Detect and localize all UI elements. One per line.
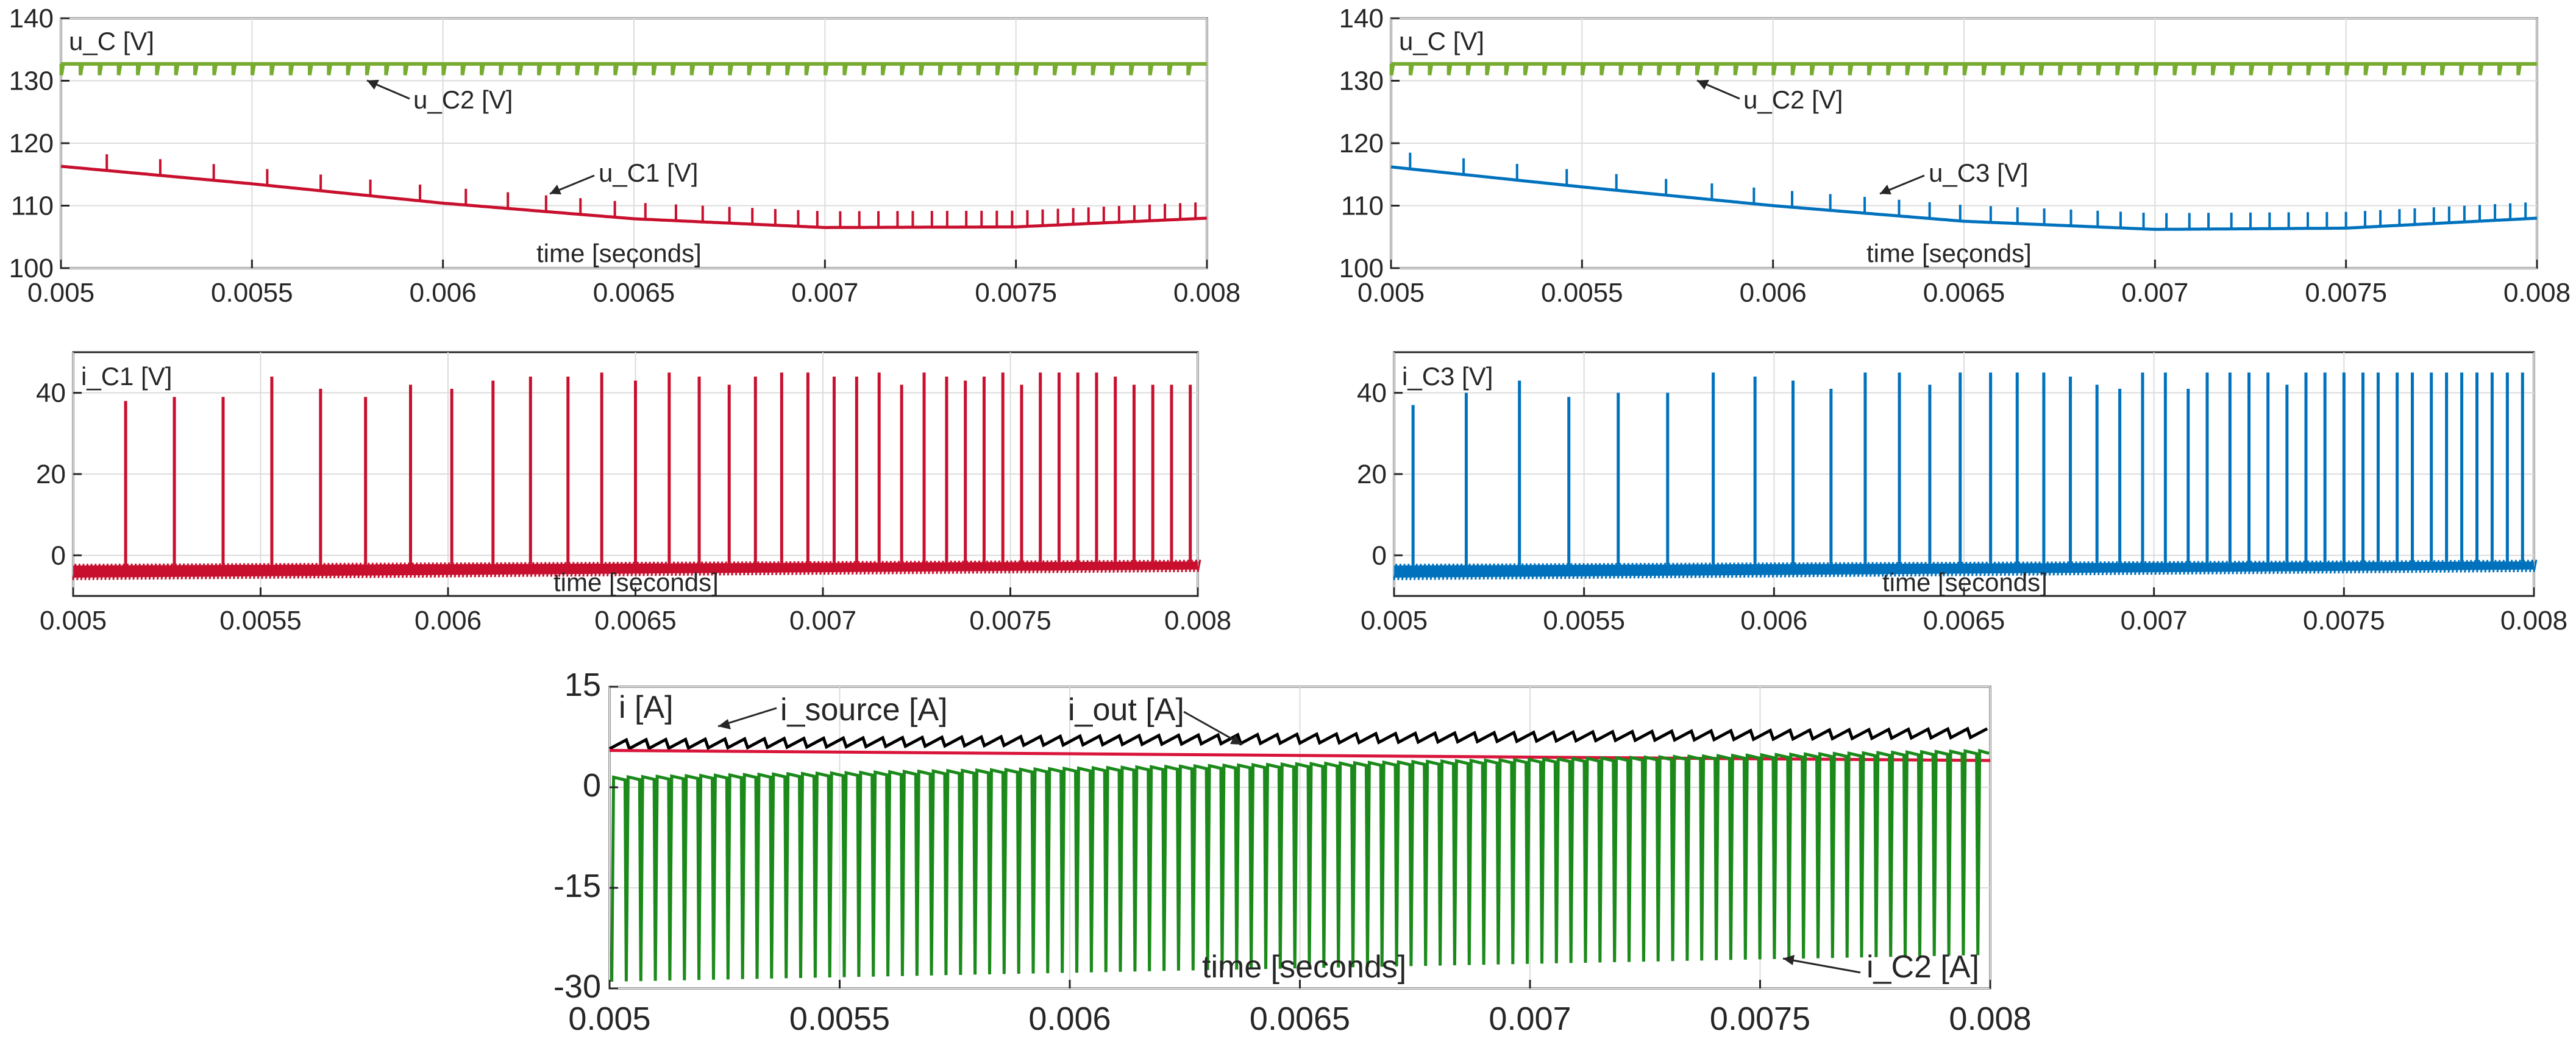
y-tick-label: 20 (1357, 459, 1387, 489)
x-tick-label: 0.006 (415, 606, 482, 636)
y-label: u_C [V] (1399, 27, 1484, 55)
x-tick-label: 0.0055 (1543, 606, 1625, 636)
x-tick-label: 0.0065 (1923, 606, 2005, 636)
x-label: time [seconds] (1866, 239, 2032, 268)
x-tick-label: 0.0075 (975, 278, 1057, 308)
y-tick-label: 140 (1339, 4, 1384, 34)
y-tick-label: -15 (553, 868, 601, 904)
x-tick-label: 0.005 (40, 606, 107, 636)
currents-bottom-panel: 0.005 0.0055 0.006 0.0065 0.007 0.0075 0.008 -3… (553, 667, 2032, 1037)
series-i-c1-v-hatch (72, 559, 1201, 581)
arrowhead (1783, 955, 1795, 965)
arrowhead (1880, 185, 1891, 194)
x-label: time [seconds] (1202, 949, 1406, 985)
series-u-c2-v (59, 62, 1207, 76)
x-tick-label: 0.007 (2121, 606, 2188, 636)
x-tick-label: 0.0055 (211, 278, 293, 308)
annotation-i-out: i_out [A] (1068, 692, 1184, 728)
x-tick-label: 0.0065 (1250, 1001, 1350, 1037)
x-tick-label: 0.007 (789, 606, 856, 636)
x-tick-label: 0.005 (1361, 606, 1428, 636)
annotation-i-c2: i_C2 [A] (1866, 949, 1979, 985)
x-tick-label: 0.005 (1357, 278, 1425, 308)
voltage-right-panel: 0.005 0.0055 0.006 0.0065 0.007 0.0075 0.008 10… (1339, 4, 2571, 308)
y-tick-label: 140 (9, 4, 54, 34)
series-i-c3-v-hatch (1393, 559, 2538, 581)
x-tick-label: 0.008 (1173, 278, 1240, 308)
annotation-u-c1: u_C1 [V] (599, 158, 698, 187)
y-tick-label: 120 (1339, 129, 1384, 158)
series-i-source-a (608, 726, 1988, 751)
y-tick-label: 40 (1357, 378, 1387, 408)
y-label: i_C1 [V] (81, 362, 172, 391)
x-tick-label: 0.005 (27, 278, 94, 308)
x-tick-label: 0.0075 (969, 606, 1051, 636)
voltage-left-panel: 0.005 0.0055 0.006 0.0065 0.007 0.0075 0.008 10… (9, 4, 1240, 308)
series-u-c1-v (60, 165, 1208, 229)
annotation-i-source: i_source [A] (780, 692, 948, 728)
y-tick-label: 110 (11, 191, 54, 221)
x-tick-label: 0.006 (1740, 606, 1807, 636)
x-tick-label: 0.0055 (219, 606, 302, 636)
y-tick-label: 100 (9, 253, 54, 283)
x-tick-label: 0.008 (1949, 1001, 2031, 1037)
arrowhead (1697, 80, 1709, 90)
y-label: i [A] (619, 690, 674, 725)
x-tick-label: 0.0065 (1923, 278, 2005, 308)
y-label: i_C3 [V] (1402, 362, 1493, 391)
x-tick-label: 0.008 (2503, 278, 2571, 308)
x-tick-label: 0.0055 (789, 1001, 890, 1037)
x-tick-label: 0.007 (1489, 1001, 1571, 1037)
y-tick-label: 40 (36, 378, 66, 408)
x-tick-label: 0.005 (568, 1001, 650, 1037)
y-tick-label: 110 (1341, 191, 1384, 221)
series-i-c2-a (610, 748, 1990, 982)
x-tick-label: 0.006 (1028, 1001, 1111, 1037)
x-tick-label: 0.0065 (593, 278, 675, 308)
arrowhead (718, 719, 731, 729)
x-tick-label: 0.007 (791, 278, 858, 308)
y-tick-label: 120 (9, 129, 54, 158)
y-tick-label: 130 (9, 66, 54, 96)
annotation-u-c3: u_C3 [V] (1929, 158, 2028, 187)
x-tick-label: 0.008 (2500, 606, 2567, 636)
y-label: u_C [V] (69, 27, 154, 55)
y-tick-label: 130 (1339, 66, 1384, 96)
x-tick-label: 0.0075 (2305, 278, 2387, 308)
x-label: time [seconds] (1882, 568, 2048, 597)
y-tick-label: 100 (1339, 253, 1384, 283)
arrowhead (367, 80, 379, 90)
current-right-panel: 0.005 0.0055 0.006 0.0065 0.007 0.0075 0.008 0 2… (1357, 351, 2567, 636)
x-tick-label: 0.0055 (1541, 278, 1623, 308)
annotation-arrow (1183, 711, 1243, 746)
x-tick-label: 0.0075 (1710, 1001, 1810, 1037)
y-tick-label: 15 (564, 667, 601, 703)
y-tick-label: 20 (36, 459, 66, 489)
annotation-arrow (1782, 957, 1861, 974)
x-tick-label: 0.0065 (594, 606, 677, 636)
arrowhead (550, 185, 561, 194)
annotation-u-c2: u_C2 [V] (413, 85, 513, 114)
x-tick-label: 0.008 (1164, 606, 1231, 636)
y-tick-label: 0 (1372, 540, 1387, 570)
y-tick-label: 0 (583, 767, 601, 804)
x-tick-label: 0.007 (2121, 278, 2188, 308)
y-tick-label: -30 (553, 968, 601, 1005)
x-tick-label: 0.0075 (2303, 606, 2385, 636)
series-u-c2-v (1389, 62, 2537, 76)
y-tick-label: 0 (51, 540, 66, 570)
arrowhead (1230, 735, 1242, 745)
x-tick-label: 0.006 (1740, 278, 1807, 308)
current-left-panel: 0.005 0.0055 0.006 0.0065 0.007 0.0075 0.008 0 2… (36, 351, 1231, 636)
x-tick-label: 0.006 (410, 278, 477, 308)
x-label: time [seconds] (536, 239, 702, 268)
annotation-u-c2: u_C2 [V] (1743, 85, 1843, 114)
x-label: time [seconds] (553, 568, 719, 597)
